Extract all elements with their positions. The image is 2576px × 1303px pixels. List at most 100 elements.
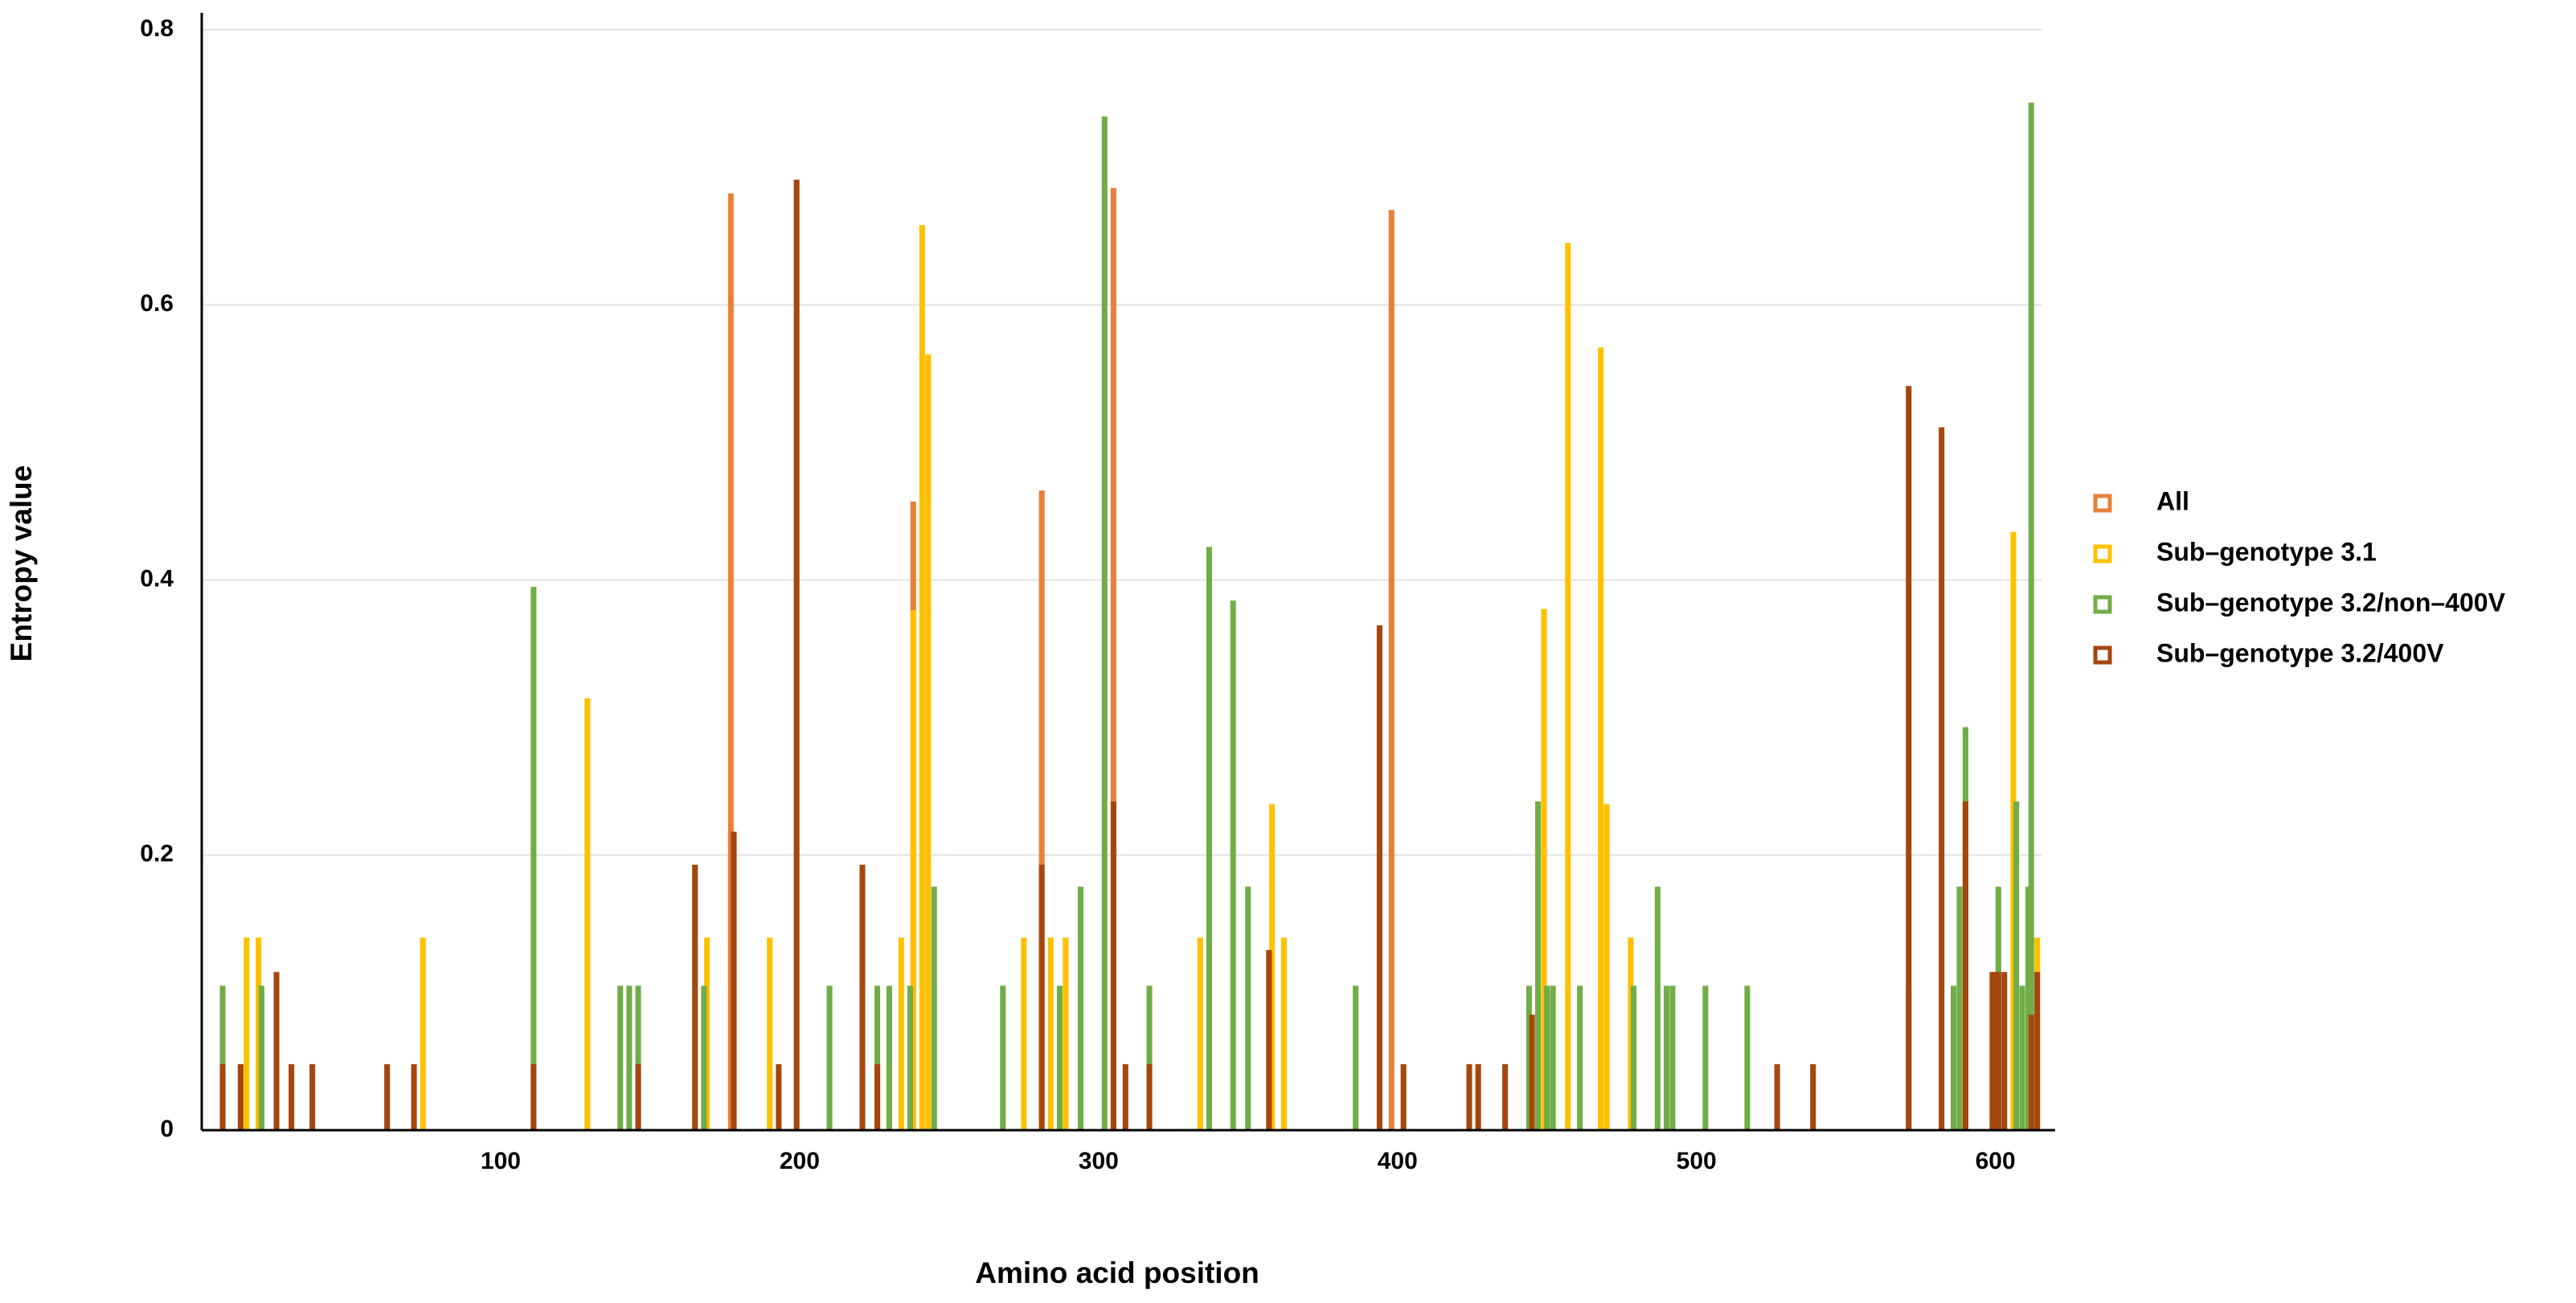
- bar: [1989, 972, 1996, 1130]
- bar: [626, 985, 633, 1130]
- bar: [2034, 972, 2041, 1130]
- bar: [826, 985, 833, 1130]
- bar: [1021, 937, 1027, 1130]
- bar: [1038, 864, 1045, 1130]
- bar: [219, 1063, 226, 1130]
- legend-swatch: [2093, 645, 2112, 665]
- bar: [767, 937, 773, 1130]
- bar: [1197, 937, 1203, 1130]
- bar: [874, 1063, 881, 1130]
- bar: [701, 985, 707, 1130]
- bar: [2001, 972, 2008, 1130]
- bar: [1744, 985, 1751, 1130]
- bar: [1631, 985, 1637, 1130]
- bar: [237, 1063, 244, 1130]
- bar: [420, 937, 426, 1130]
- bar: [2013, 801, 2020, 1130]
- bar: [919, 224, 925, 1130]
- bar: [1146, 1063, 1153, 1130]
- x-tick-label: 600: [1976, 1148, 2016, 1174]
- bar: [584, 698, 591, 1130]
- legend-swatch: [2093, 595, 2112, 614]
- bar: [1951, 985, 1957, 1130]
- bar: [1353, 985, 1359, 1130]
- bar: [1000, 985, 1006, 1130]
- x-tick-label: 100: [481, 1148, 521, 1174]
- bar: [1529, 1014, 1535, 1130]
- bar: [898, 937, 904, 1130]
- x-tick-label: 500: [1677, 1148, 1717, 1174]
- bar: [273, 972, 280, 1130]
- y-tick-label: 0.2: [140, 841, 174, 867]
- legend-swatch: [2093, 494, 2112, 513]
- bar: [1906, 386, 1912, 1130]
- bar: [2028, 102, 2034, 1130]
- bar: [1663, 985, 1670, 1130]
- bar: [907, 985, 914, 1130]
- bar: [1654, 887, 1661, 1130]
- x-tick-label: 200: [780, 1148, 820, 1174]
- bar: [1774, 1063, 1780, 1130]
- bar: [776, 1063, 782, 1130]
- x-axis-title: Amino acid position: [975, 1256, 1259, 1289]
- bar: [1400, 1063, 1407, 1130]
- legend-label: Sub–genotype 3.2/400V: [2156, 638, 2444, 667]
- bar: [1206, 547, 1212, 1130]
- bar: [244, 937, 250, 1130]
- bar: [1541, 608, 1547, 1130]
- bar: [1101, 116, 1108, 1131]
- bar: [793, 179, 800, 1130]
- bar: [1628, 937, 1634, 1130]
- bar: [1245, 887, 1251, 1130]
- bar: [256, 937, 262, 1130]
- bar: [530, 1063, 537, 1130]
- bar: [411, 1063, 417, 1130]
- y-axis-title: Entropy value: [5, 465, 38, 662]
- bar: [1110, 801, 1116, 1130]
- bar: [635, 985, 641, 1130]
- bar: [1565, 243, 1571, 1130]
- bar: [1056, 985, 1063, 1130]
- bar: [1603, 804, 1610, 1130]
- bar: [219, 985, 226, 1130]
- y-tick-label: 0.4: [140, 565, 174, 592]
- bar: [925, 354, 932, 1131]
- bar: [1995, 972, 2001, 1130]
- legend-label: All: [2156, 486, 2189, 515]
- legend-label: Sub–genotype 3.2/non–400V: [2156, 588, 2506, 617]
- bar: [874, 985, 881, 1130]
- bar: [1939, 427, 1945, 1130]
- bar: [2019, 985, 2025, 1130]
- y-tick-label: 0: [160, 1116, 174, 1142]
- x-tick-label: 300: [1079, 1148, 1119, 1174]
- bar: [1550, 985, 1556, 1130]
- bar: [704, 937, 711, 1130]
- bar: [1376, 625, 1382, 1130]
- x-tick-label: 400: [1378, 1148, 1418, 1174]
- bar: [1956, 887, 1963, 1130]
- bar: [1598, 347, 1604, 1131]
- bar: [1146, 985, 1153, 1130]
- bar: [1577, 985, 1583, 1130]
- bar: [1702, 985, 1709, 1130]
- bar: [1280, 937, 1287, 1130]
- bar: [635, 1063, 641, 1130]
- bar: [1038, 490, 1045, 1130]
- bar: [1810, 1063, 1816, 1130]
- bar: [1047, 937, 1054, 1130]
- legend-swatch: [2093, 544, 2112, 563]
- bar: [1526, 985, 1532, 1130]
- bar: [731, 831, 737, 1130]
- legend-label: Sub–genotype 3.1: [2156, 537, 2377, 566]
- bar: [384, 1063, 391, 1130]
- bar: [1466, 1063, 1472, 1130]
- bar: [2025, 887, 2032, 1130]
- y-tick-label: 0.8: [140, 15, 174, 42]
- bar: [886, 985, 892, 1130]
- bar: [1266, 949, 1272, 1130]
- bar: [258, 985, 264, 1130]
- bar: [1475, 1063, 1481, 1130]
- bar: [1502, 1063, 1509, 1130]
- bar: [1077, 887, 1084, 1130]
